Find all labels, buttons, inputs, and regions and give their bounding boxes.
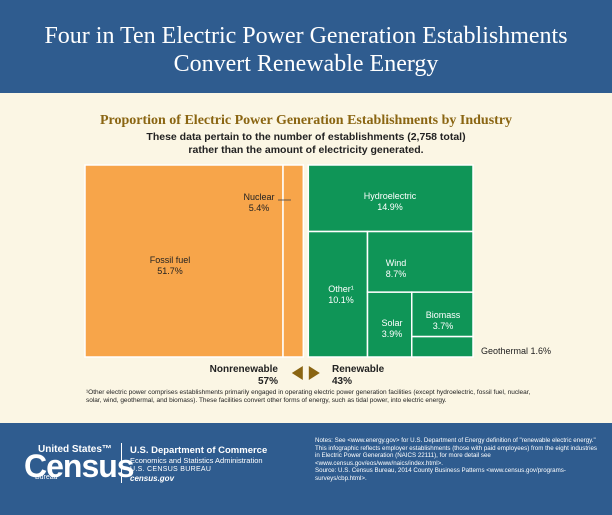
footer-banner xyxy=(0,423,612,515)
label-other: Other¹ 10.1% xyxy=(318,284,364,306)
label-other-value: 10.1% xyxy=(328,295,354,305)
group-label-nonrenewable-name: Nonrenewable xyxy=(209,364,278,375)
page-title: Four in Ten Electric Power Generation Es… xyxy=(0,22,612,78)
group-label-renewable-name: Renewable xyxy=(332,364,385,375)
label-hydroelectric: Hydroelectric 14.9% xyxy=(350,191,430,213)
label-wind: Wind 8.7% xyxy=(374,258,418,280)
label-fossil-fuel-name: Fossil fuel xyxy=(149,255,191,265)
label-fossil-fuel-value: 51.7% xyxy=(157,266,183,276)
census-logo-wordmark: Census xyxy=(24,448,135,484)
label-geothermal: Geothermal 1.6% xyxy=(481,346,551,357)
label-biomass-value: 3.7% xyxy=(432,321,454,331)
label-hydroelectric-name: Hydroelectric xyxy=(363,191,417,201)
footnote: ¹Other electric power comprises establis… xyxy=(86,389,531,404)
census-logo-united-states: United States™ xyxy=(38,444,112,455)
chart-subtitle-line2: rather than the amount of electricity ge… xyxy=(188,144,424,156)
label-solar-name: Solar xyxy=(381,318,403,328)
chart-subtitle-line1: These data pertain to the number of esta… xyxy=(146,131,466,143)
footer-note-2: This infographic reflects employer estab… xyxy=(315,444,598,467)
census-url-link[interactable]: census.gov xyxy=(130,474,175,483)
chart-title: Proportion of Electric Power Generation … xyxy=(99,113,513,128)
label-nuclear-name: Nuclear xyxy=(243,192,275,202)
page-title-line1: Four in Ten Electric Power Generation Es… xyxy=(44,23,568,49)
group-label-renewable-value: 43% xyxy=(332,376,353,387)
footer-note-3: Source: U.S. Census Bureau, 2014 County … xyxy=(315,467,566,482)
label-solar-value: 3.9% xyxy=(381,329,403,339)
agency-block: U.S. Department of Commerce Economics an… xyxy=(130,445,267,484)
label-biomass-name: Biomass xyxy=(425,310,461,320)
chart-subtitle: These data pertain to the number of esta… xyxy=(130,131,482,157)
label-wind-value: 8.7% xyxy=(385,269,407,279)
label-nuclear: Nuclear 5.4% xyxy=(236,192,282,214)
census-logo-bureau: Bureau xyxy=(35,474,58,481)
header-banner: Four in Ten Electric Power Generation Es… xyxy=(0,0,612,93)
group-label-nonrenewable: Nonrenewable 57% xyxy=(200,364,278,388)
agency-bureau: U.S. CENSUS BUREAU xyxy=(130,466,212,473)
group-label-renewable: Renewable 43% xyxy=(332,364,412,388)
label-solar: Solar 3.9% xyxy=(372,318,412,340)
label-geothermal-text: Geothermal 1.6% xyxy=(481,346,552,356)
agency-esa: Economics and Statistics Administration xyxy=(130,456,263,465)
label-hydroelectric-value: 14.9% xyxy=(377,202,403,212)
label-other-name: Other¹ xyxy=(328,284,354,294)
footer-notes: Notes: See <www.energy.gov> for U.S. Dep… xyxy=(315,437,600,483)
footer-note-1: Notes: See <www.energy.gov> for U.S. Dep… xyxy=(315,437,596,444)
group-label-nonrenewable-value: 57% xyxy=(257,376,278,387)
label-fossil-fuel: Fossil fuel 51.7% xyxy=(140,255,200,277)
agency-department: U.S. Department of Commerce xyxy=(130,445,268,456)
page-title-line2: Convert Renewable Energy xyxy=(173,51,439,77)
label-wind-name: Wind xyxy=(385,258,407,268)
footer-divider xyxy=(121,443,122,483)
label-nuclear-value: 5.4% xyxy=(248,203,270,213)
label-biomass: Biomass 3.7% xyxy=(418,310,468,332)
